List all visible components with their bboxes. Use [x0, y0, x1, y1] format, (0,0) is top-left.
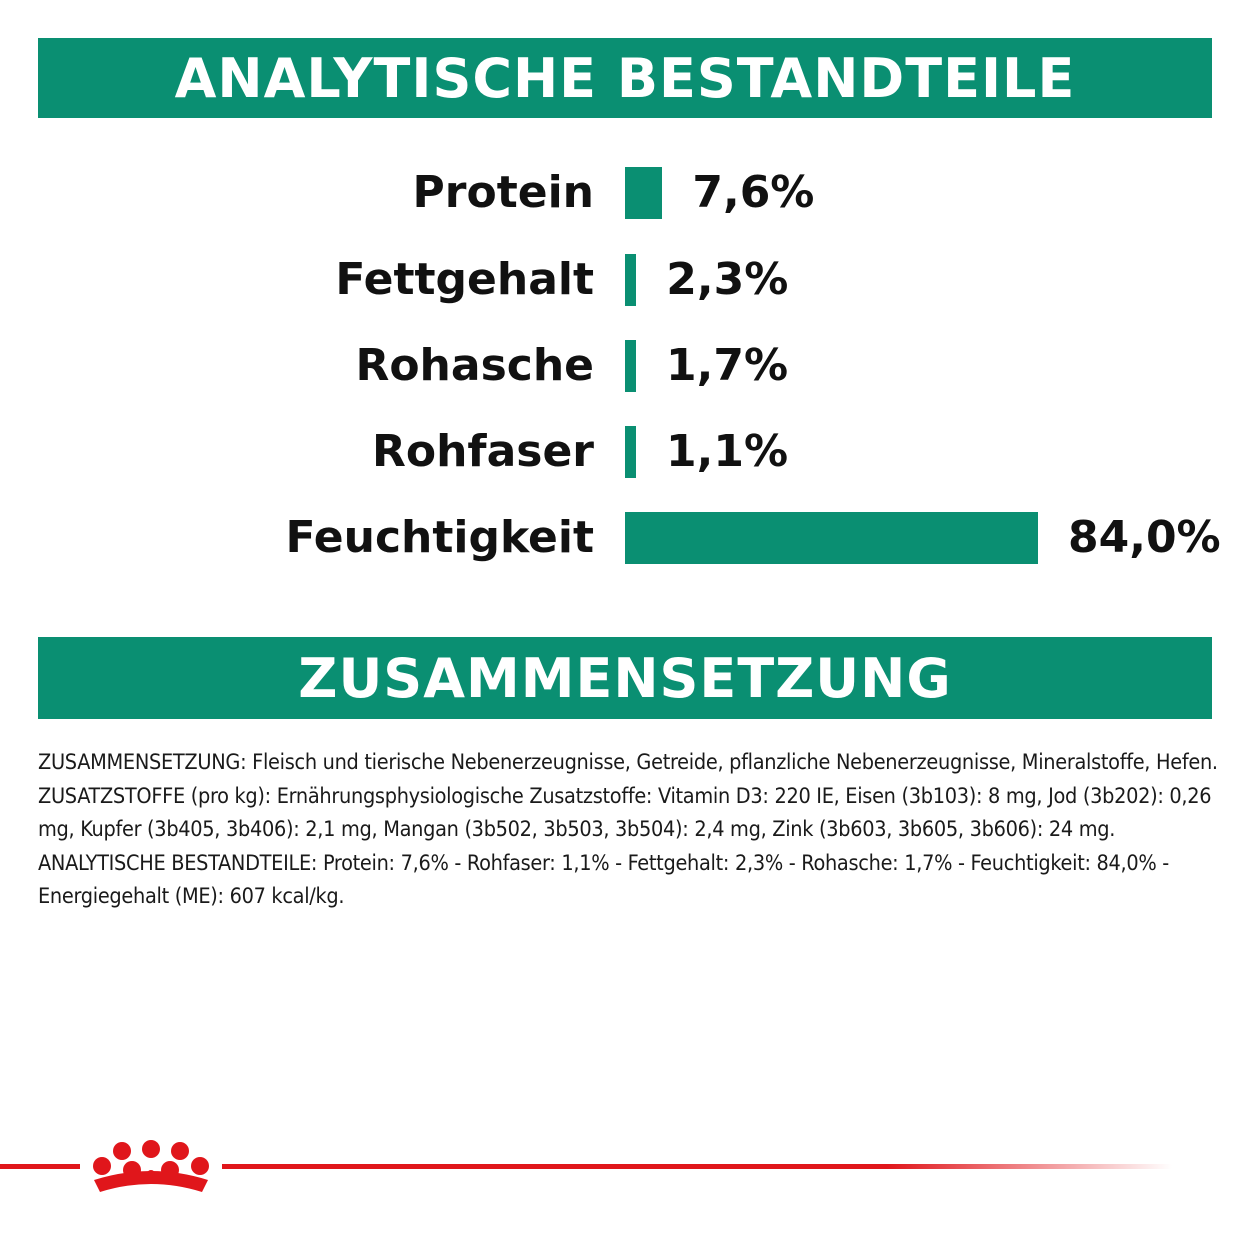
chart-row-fettgehalt: Fettgehalt 2,3% — [0, 250, 1250, 310]
bar — [625, 254, 637, 306]
category-label: Fettgehalt — [335, 254, 594, 305]
category-label: Feuchtigkeit — [285, 512, 595, 563]
bar — [625, 340, 636, 392]
analytic-header-banner: ANALYTISCHE BESTANDTEILE — [38, 38, 1212, 118]
chart-row-protein: Protein 7,6% — [0, 163, 1250, 223]
footer-line-right — [222, 1164, 1172, 1169]
bar — [625, 167, 663, 219]
category-label: Protein — [412, 167, 594, 218]
category-label: Rohfaser — [372, 426, 594, 477]
chart-row-rohfaser: Rohfaser 1,1% — [0, 422, 1250, 482]
royal-crown-icon — [93, 1140, 209, 1192]
composition-paragraph: ZUSAMMENSETZUNG: Fleisch und tierische N… — [38, 750, 1218, 910]
value-label: 2,3% — [666, 254, 789, 305]
value-label: 7,6% — [692, 167, 815, 218]
bar — [625, 426, 636, 478]
chart-row-feuchtigkeit: Feuchtigkeit 84,0% — [0, 508, 1250, 568]
value-label: 84,0% — [1068, 512, 1221, 563]
category-label: Rohasche — [355, 340, 594, 391]
chart-row-rohasche: Rohasche 1,7% — [0, 336, 1250, 396]
footer-line-left — [0, 1164, 80, 1169]
value-label: 1,1% — [666, 426, 789, 477]
value-label: 1,7% — [666, 340, 789, 391]
bar — [625, 512, 1038, 564]
composition-header-banner: ZUSAMMENSETZUNG — [38, 637, 1212, 719]
analytic-header-title: ANALYTISCHE BESTANDTEILE — [174, 46, 1076, 110]
composition-header-title: ZUSAMMENSETZUNG — [298, 646, 952, 710]
